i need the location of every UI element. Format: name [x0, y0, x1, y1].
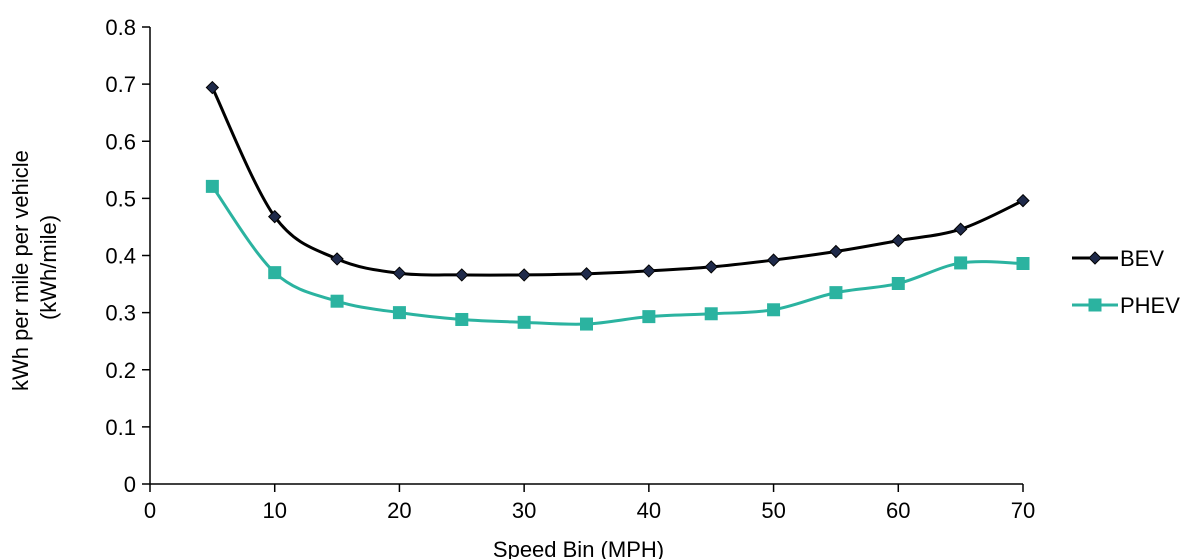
- data-point-phev: [767, 303, 781, 317]
- y-tick-label: 0.4: [105, 244, 136, 269]
- series-bev: [205, 80, 1030, 282]
- legend-marker-bev: [1088, 251, 1102, 265]
- y-tick-label: 0.8: [105, 15, 136, 40]
- x-tick-label: 60: [886, 498, 910, 523]
- legend-label-phev: PHEV: [1120, 293, 1180, 318]
- data-point-phev: [330, 294, 344, 308]
- data-point-phev: [642, 310, 656, 324]
- series-line-bev: [211, 86, 1024, 277]
- x-tick-label: 70: [1011, 498, 1035, 523]
- data-point-bev: [953, 222, 968, 236]
- data-point-phev: [517, 315, 531, 329]
- data-point-phev: [205, 179, 219, 193]
- data-point-bev: [205, 80, 220, 95]
- data-point-bev: [517, 268, 531, 282]
- y-axis-ticks: 0 0.1 0.2 0.3 0.4 0.5 0.6 0.7 0.8: [105, 15, 150, 497]
- data-point-bev: [268, 209, 282, 224]
- data-point-bev: [891, 233, 905, 248]
- data-point-phev: [1016, 256, 1030, 270]
- legend-item-bev: BEV: [1072, 246, 1164, 271]
- y-axis-title-line-2: (kWh/mile): [36, 215, 61, 320]
- data-point-phev: [455, 312, 469, 326]
- data-point-bev: [455, 268, 469, 282]
- x-tick-label: 30: [512, 498, 536, 523]
- x-tick-label: 40: [637, 498, 661, 523]
- data-point-bev: [766, 253, 781, 267]
- series-layer: [205, 80, 1030, 331]
- data-point-phev: [704, 307, 718, 321]
- data-point-bev: [330, 252, 344, 266]
- x-axis-ticks: 0 10 20 30 40 50 60 70: [144, 484, 1035, 523]
- y-tick-label: 0.2: [105, 358, 136, 383]
- axes: 0 10 20 30 40 50 60 70 0 0.1 0.2 0.3 0.4 0.5 0.6 0.7 0.…: [105, 15, 1035, 523]
- series-phev: [205, 179, 1030, 331]
- data-point-phev: [580, 317, 593, 331]
- data-point-bev: [829, 244, 843, 259]
- data-point-bev: [642, 264, 656, 278]
- y-tick-label: 0: [124, 472, 136, 497]
- legend-label-bev: BEV: [1120, 246, 1164, 271]
- data-point-bev: [1016, 193, 1030, 208]
- legend-item-phev: PHEV: [1072, 293, 1180, 318]
- x-tick-label: 10: [262, 498, 286, 523]
- data-point-phev: [829, 286, 843, 300]
- x-tick-label: 0: [144, 498, 156, 523]
- data-point-phev: [392, 306, 406, 320]
- x-axis-title: Speed Bin (MPH): [493, 537, 664, 559]
- x-tick-label: 50: [761, 498, 785, 523]
- data-point-phev: [954, 256, 968, 270]
- data-point-bev: [392, 266, 407, 280]
- data-point-bev: [579, 267, 594, 281]
- y-tick-label: 0.3: [105, 301, 136, 326]
- y-tick-label: 0.5: [105, 186, 136, 211]
- y-tick-label: 0.6: [105, 129, 136, 154]
- data-point-bev: [704, 260, 718, 274]
- data-point-phev: [891, 276, 905, 290]
- y-axis-title: kWh per mile per vehicle (kWh/mile): [8, 144, 61, 391]
- y-tick-label: 0.7: [105, 72, 136, 97]
- x-tick-label: 20: [387, 498, 411, 523]
- data-point-phev: [268, 266, 282, 280]
- legend: BEV PHEV: [1072, 246, 1180, 318]
- y-axis-title-line-1: kWh per mile per vehicle: [8, 150, 33, 391]
- y-tick-label: 0.1: [105, 415, 136, 440]
- legend-marker-phev: [1088, 298, 1102, 312]
